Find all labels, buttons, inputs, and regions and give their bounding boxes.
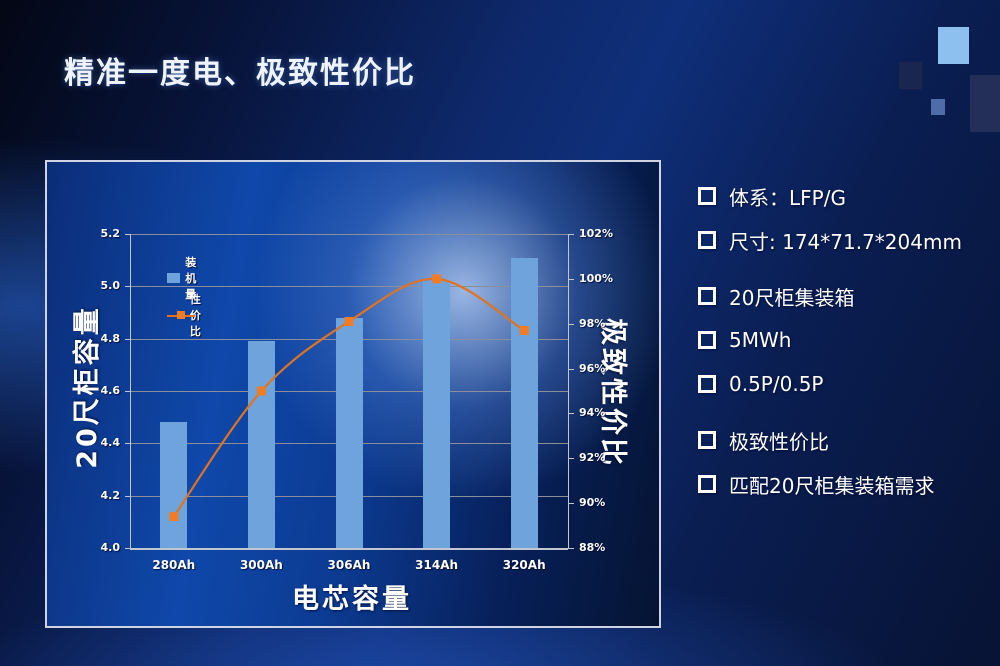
list-item: 20尺柜集装箱	[698, 285, 998, 310]
bullet-label: 体系：LFP/G	[729, 185, 846, 210]
bullet-square-icon	[698, 475, 716, 493]
list-item: 0.5P/0.5P	[698, 372, 998, 396]
left-tick-label: 5.2	[100, 227, 121, 240]
right-tick-label: 98%	[579, 316, 606, 330]
left-tick-mark	[125, 548, 130, 549]
right-tick-mark	[568, 548, 574, 549]
legend-item-line: 性价比	[167, 293, 211, 338]
bar-swatch-icon	[167, 273, 181, 283]
left-tick-mark	[125, 495, 130, 497]
bullet-label: 0.5P/0.5P	[729, 372, 824, 396]
list-item: 体系：LFP/G	[698, 185, 998, 210]
right-tick-label: 102%	[579, 227, 613, 240]
bullet-square-icon	[698, 331, 716, 349]
bar-314Ah	[423, 281, 451, 548]
x-tick-label: 280Ah	[152, 558, 196, 572]
left-tick-mark	[125, 391, 130, 392]
left-tick-label: 4.4	[100, 436, 121, 450]
right-tick-label: 90%	[579, 496, 606, 510]
line-marker	[344, 316, 354, 326]
right-tick-label: 94%	[579, 406, 606, 420]
x-tick-label: 314Ah	[415, 558, 459, 572]
list-item: 匹配20尺柜集装箱需求	[698, 473, 998, 498]
left-tick-mark	[125, 443, 130, 445]
bullet-square-icon	[698, 431, 716, 449]
line-marker	[169, 512, 179, 522]
bullet-square-icon	[698, 375, 716, 393]
right-tick-label: 92%	[579, 451, 606, 465]
bullet-square-icon	[698, 187, 716, 205]
line-series	[169, 274, 529, 522]
left-tick-mark	[125, 338, 130, 340]
bullet-square-icon	[698, 231, 716, 249]
right-tick-mark	[568, 503, 574, 505]
bullet-label: 尺寸: 174*71.7*204mm	[729, 229, 962, 254]
right-tick-mark	[568, 234, 574, 235]
right-tick-mark	[568, 368, 574, 370]
page-title: 精准一度电、极致性价比	[64, 56, 416, 91]
bullet-label: 5MWh	[729, 328, 792, 352]
line-marker	[256, 386, 266, 396]
gridline	[130, 234, 568, 235]
decor-square	[970, 75, 1000, 132]
x-axis-title: 电芯容量	[292, 584, 412, 615]
bullet-label: 极致性价比	[729, 429, 829, 454]
left-axis-line	[130, 234, 131, 548]
x-tick-label: 300Ah	[239, 558, 283, 572]
left-tick-mark	[125, 234, 130, 235]
spec-bullet-list: 体系：LFP/G 尺寸: 174*71.7*204mm 20尺柜集装箱 5MWh 0.5…	[698, 185, 998, 517]
decor-square	[931, 99, 945, 115]
list-item: 5MWh	[698, 328, 998, 352]
right-tick-label: 88%	[579, 541, 606, 554]
left-tick-label: 4.2	[100, 488, 121, 502]
right-axis-line	[568, 234, 569, 548]
bullet-label: 20尺柜集装箱	[729, 285, 855, 310]
chart-panel: 20尺柜容量 极致性价比 电芯容量 4.0 4.2 4.4 4.6 4.8 5.0 5.2 8…	[45, 160, 661, 628]
right-tick-label: 100%	[579, 271, 613, 285]
right-tick-mark	[568, 413, 574, 415]
bullet-square-icon	[698, 287, 716, 305]
right-tick-mark	[568, 458, 574, 460]
bar-300Ah	[247, 341, 275, 548]
x-axis-line	[130, 548, 568, 550]
bar-320Ah	[510, 257, 538, 548]
left-tick-label: 4.6	[100, 384, 121, 397]
left-tick-mark	[125, 286, 130, 288]
legend-label: 装机量	[185, 256, 197, 301]
right-tick-mark	[568, 323, 574, 325]
plot-area: 4.0 4.2 4.4 4.6 4.8 5.0 5.2 88% 90% 92% 94% 96% 98% 1…	[47, 162, 663, 630]
bullet-label: 匹配20尺柜集装箱需求	[729, 473, 935, 498]
line-marker	[432, 274, 442, 284]
bar-280Ah	[160, 422, 188, 548]
left-tick-label: 5.0	[100, 279, 121, 293]
gridline	[130, 286, 568, 288]
bar-306Ah	[335, 317, 363, 548]
x-tick-label: 306Ah	[327, 558, 371, 572]
decor-square	[938, 27, 969, 64]
legend-item-bar: 装机量	[167, 256, 205, 301]
decor-square	[899, 62, 922, 89]
right-tick-label: 96%	[579, 361, 606, 375]
list-item: 极致性价比	[698, 429, 998, 454]
x-tick-label: 320Ah	[502, 558, 546, 572]
line-marker	[519, 325, 529, 335]
left-tick-label: 4.0	[100, 541, 121, 554]
legend-label: 性价比	[189, 293, 201, 338]
line-swatch-icon	[167, 310, 195, 320]
left-tick-label: 4.8	[100, 331, 121, 345]
right-tick-mark	[568, 278, 574, 280]
list-item: 尺寸: 174*71.7*204mm	[698, 229, 998, 254]
